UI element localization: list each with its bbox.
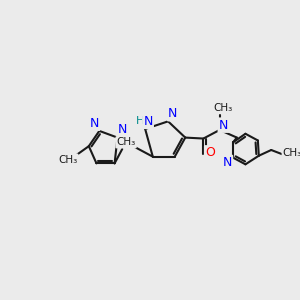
Text: CH₃: CH₃ (58, 154, 77, 165)
Text: CH₃: CH₃ (213, 103, 232, 113)
Text: CH₃: CH₃ (283, 148, 300, 158)
Text: N: N (90, 117, 99, 130)
Text: H: H (136, 116, 145, 126)
Text: N: N (118, 123, 127, 136)
Text: N: N (219, 119, 228, 132)
Text: N: N (168, 107, 178, 120)
Text: O: O (205, 146, 215, 159)
Text: N: N (143, 115, 153, 128)
Text: CH₃: CH₃ (116, 137, 136, 147)
Text: N: N (223, 156, 232, 169)
